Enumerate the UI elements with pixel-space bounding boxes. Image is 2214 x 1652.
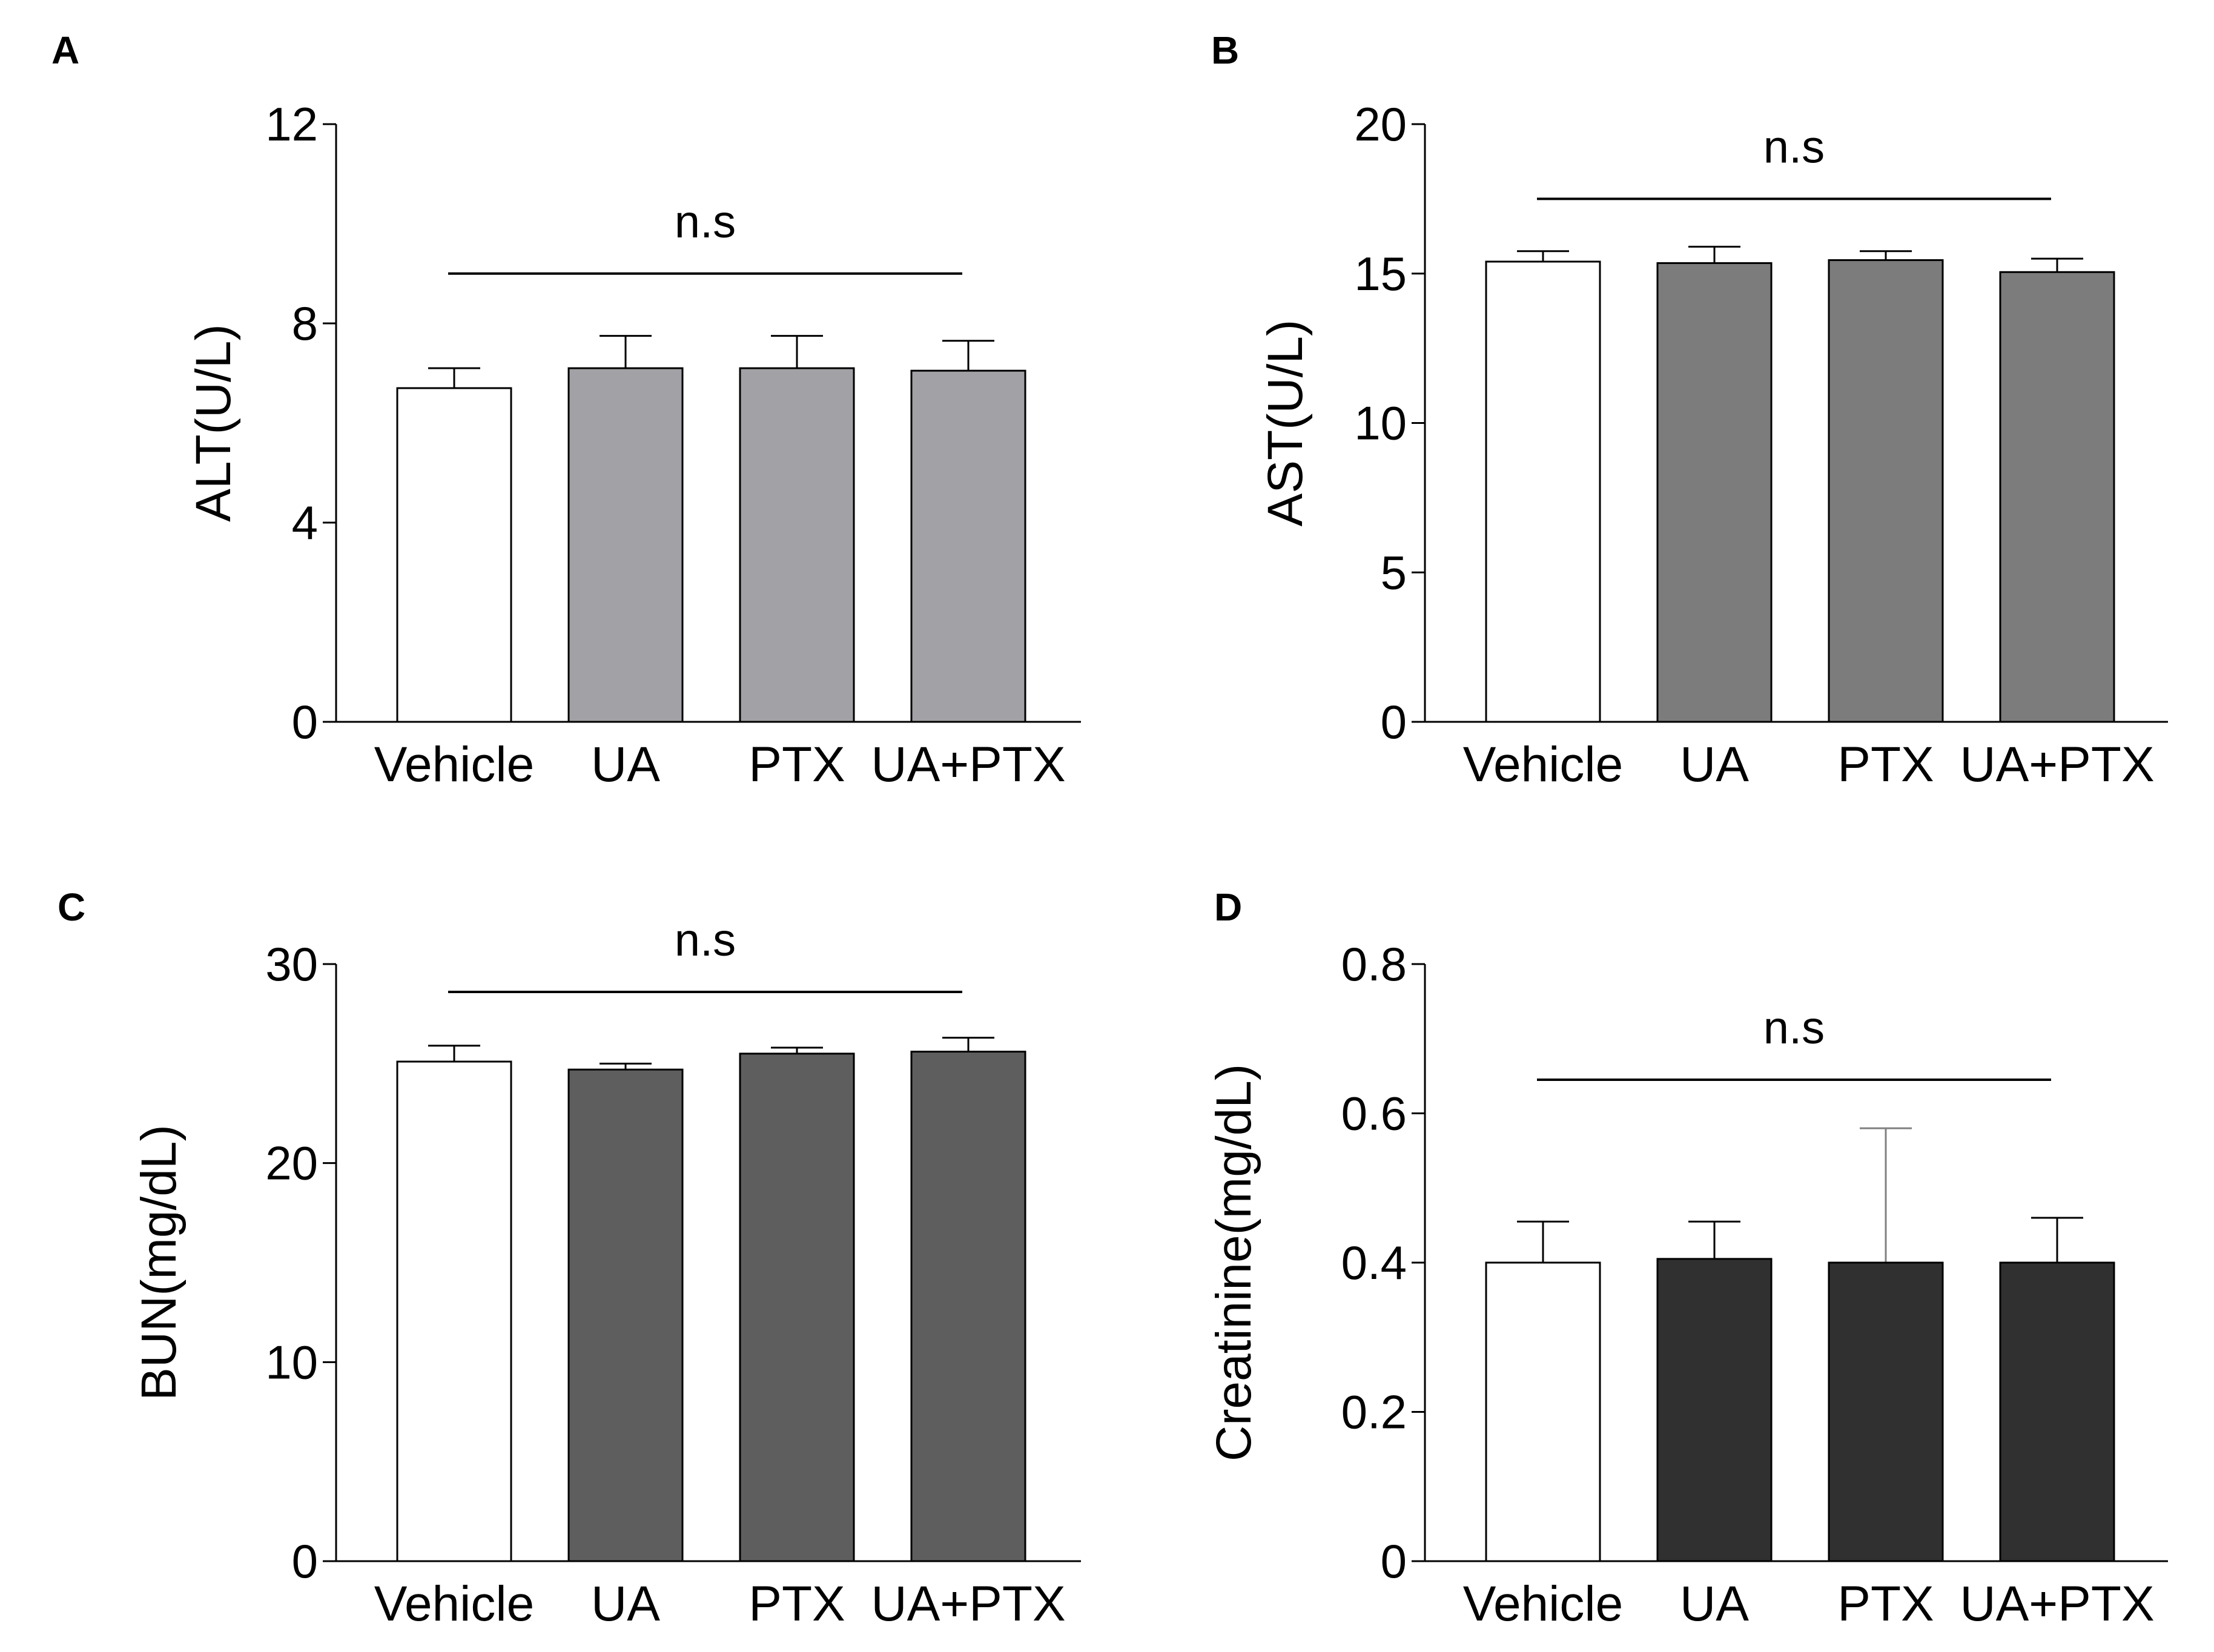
x-category-label: UA <box>1680 737 1749 792</box>
x-category-label: PTX <box>748 1576 845 1631</box>
x-category-label: UA+PTX <box>1960 737 2154 792</box>
y-tick-label: 0 <box>1381 695 1407 748</box>
y-tick-label: 4 <box>292 496 318 549</box>
bar-ua <box>1656 262 1773 723</box>
significance-label: n.s <box>675 196 736 248</box>
y-axis-title: ALT(U/L) <box>186 324 241 522</box>
x-category-label: Vehicle <box>1463 737 1623 792</box>
bar-ua-ptx <box>1999 271 2115 723</box>
y-tick-label: 0.8 <box>1341 937 1407 991</box>
x-category-label: Vehicle <box>374 1576 534 1631</box>
y-tick-label: 0.4 <box>1341 1236 1407 1289</box>
panel-a-alt-chart: A 0 4 8 12 ALT(U/L) Vehicle UA PTX UA+PTX n.s <box>51 28 1081 792</box>
y-tick-label: 0 <box>292 1535 318 1588</box>
bar-vehicle <box>396 387 512 723</box>
bar-ua <box>1656 1258 1773 1562</box>
x-category-label: UA <box>1680 1576 1749 1631</box>
bar-ua-ptx <box>1999 1261 2115 1562</box>
y-tick-label: 15 <box>1354 247 1407 300</box>
panel-b-ast-chart: B 0 5 10 15 20 AST(U/L) Vehicle UA PTX UA+PTX n.s <box>1211 28 2168 792</box>
y-tick-label: 5 <box>1381 546 1407 599</box>
x-category-label: Vehicle <box>1463 1576 1623 1631</box>
x-category-label: PTX <box>1837 737 1934 792</box>
y-tick-label: 10 <box>265 1335 318 1389</box>
bar-ptx <box>739 367 855 723</box>
y-tick-label: 12 <box>265 97 318 151</box>
x-category-label: UA <box>591 1576 660 1631</box>
panel-c-bun-chart: C 0 10 20 30 BUN(mg/dL) Vehicle UA PTX UA+PTX n.s <box>58 885 1081 1631</box>
significance-label: n.s <box>1763 121 1825 173</box>
bar-ua-ptx <box>910 1051 1026 1562</box>
panel-letter: A <box>51 28 79 72</box>
bar-ptx <box>1828 259 1944 723</box>
x-category-label: UA+PTX <box>1960 1576 2154 1631</box>
y-axis-title: AST(U/L) <box>1258 320 1313 527</box>
bar-vehicle <box>1485 1261 1601 1562</box>
y-tick-label: 20 <box>265 1137 318 1190</box>
bar-ua-ptx <box>910 369 1026 723</box>
bar-vehicle <box>396 1060 512 1562</box>
bar-ptx <box>1828 1261 1944 1562</box>
x-category-label: Vehicle <box>374 737 534 792</box>
x-category-label: UA <box>591 737 660 792</box>
x-category-label: UA+PTX <box>871 1576 1065 1631</box>
bar-vehicle <box>1485 260 1601 723</box>
bar-ua <box>567 367 684 723</box>
y-tick-label: 0.2 <box>1341 1386 1407 1439</box>
y-axis-title: BUN(mg/dL) <box>131 1125 187 1401</box>
bar-ptx <box>739 1052 855 1562</box>
x-category-label: PTX <box>1837 1576 1934 1631</box>
y-tick-label: 10 <box>1354 397 1407 450</box>
y-tick-label: 8 <box>292 297 318 350</box>
x-category-label: UA+PTX <box>871 737 1065 792</box>
y-tick-label: 0.6 <box>1341 1087 1407 1140</box>
panel-d-creatinine-chart: D 0 0.2 0.4 0.6 0.8 Creatinine(mg/dL) Vehicle UA… <box>1206 885 2168 1631</box>
y-tick-label: 0 <box>292 695 318 748</box>
y-tick-label: 30 <box>265 937 318 991</box>
panel-letter: B <box>1211 28 1239 72</box>
y-axis-title: Creatinine(mg/dL) <box>1206 1064 1261 1461</box>
significance-label: n.s <box>1763 1002 1825 1054</box>
y-tick-label: 0 <box>1381 1535 1407 1588</box>
panel-letter: D <box>1214 885 1242 929</box>
significance-label: n.s <box>675 914 736 966</box>
x-category-label: PTX <box>748 737 845 792</box>
y-tick-label: 20 <box>1354 97 1407 151</box>
bar-ua <box>567 1068 684 1562</box>
panel-letter: C <box>58 885 85 929</box>
